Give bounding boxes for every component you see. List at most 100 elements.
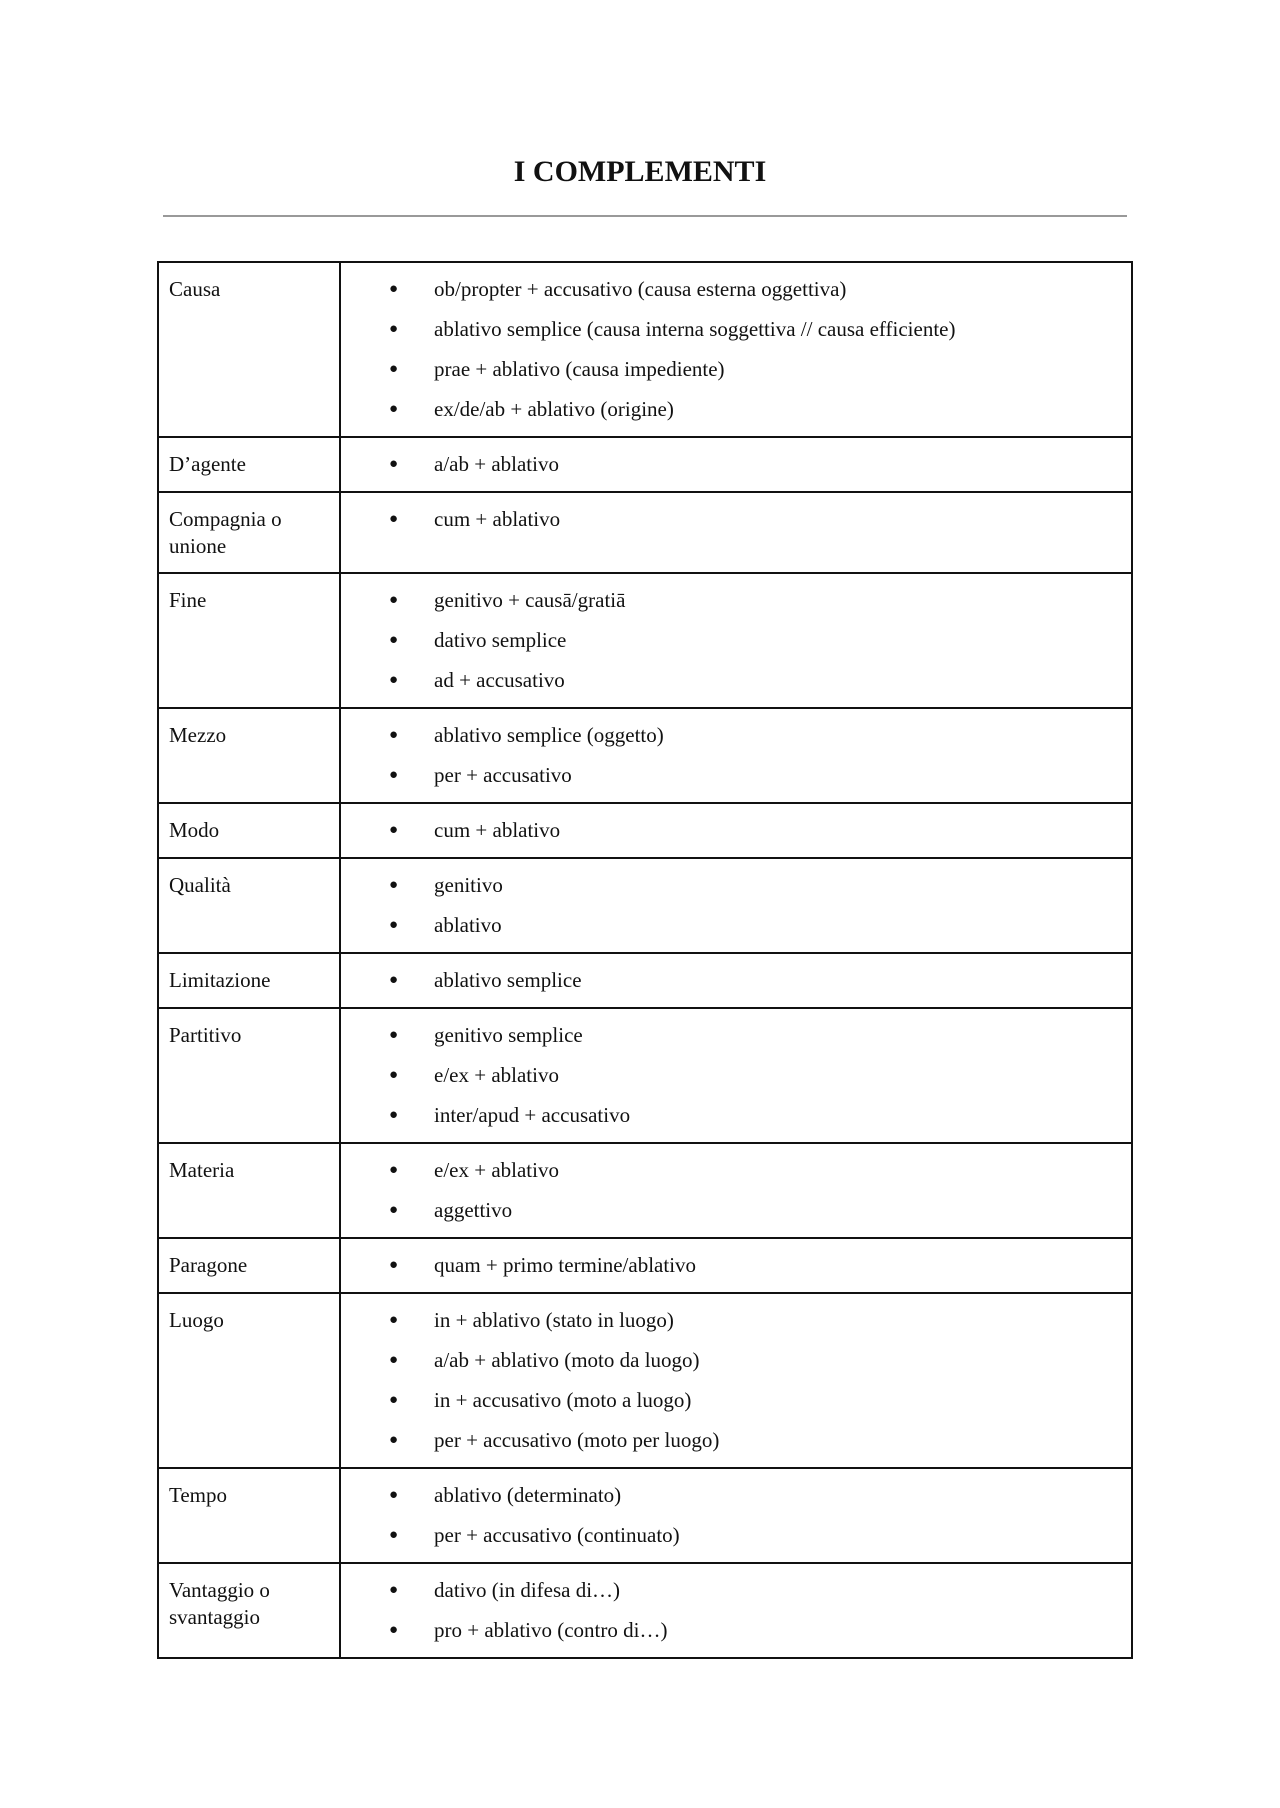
item-text: dativo (in difesa di…) bbox=[434, 1578, 621, 1602]
item-text: inter/apud + accusativo bbox=[434, 1103, 631, 1127]
list-item: ● dativo semplice bbox=[341, 620, 1121, 660]
bullet-list: ● quam + primo termine/ablativo bbox=[341, 1245, 1121, 1285]
bullet-icon: ● bbox=[389, 361, 399, 377]
row-items: ● genitivo + causā/gratiā ● dativo semplice… bbox=[339, 572, 1133, 709]
table-row: Limitazione ● ablativo semplice bbox=[157, 952, 1133, 1009]
list-item: ● a/ab + ablativo bbox=[341, 444, 1121, 484]
bullet-icon: ● bbox=[389, 321, 399, 337]
row-label: Vantaggio o svantaggio bbox=[157, 1562, 341, 1659]
bullet-icon: ● bbox=[389, 1487, 399, 1503]
row-label: Fine bbox=[157, 572, 341, 709]
list-item: ● ablativo (determinato) bbox=[341, 1475, 1121, 1515]
row-items: ● ablativo (determinato) ● per + accusativo… bbox=[339, 1467, 1133, 1564]
bullet-icon: ● bbox=[389, 1312, 399, 1328]
list-item: ● ad + accusativo bbox=[341, 660, 1121, 700]
list-item: ● prae + ablativo (causa impediente) bbox=[341, 349, 1121, 389]
list-item: ● ablativo semplice (oggetto) bbox=[341, 715, 1121, 755]
bullet-icon: ● bbox=[389, 456, 399, 472]
item-text: per + accusativo (moto per luogo) bbox=[434, 1428, 720, 1452]
bullet-icon: ● bbox=[389, 917, 399, 933]
bullet-icon: ● bbox=[389, 972, 399, 988]
bullet-list: ● in + ablativo (stato in luogo) ● a/ab + a… bbox=[341, 1300, 1121, 1460]
row-items: ● genitivo ● ablativo bbox=[339, 857, 1133, 954]
bullet-icon: ● bbox=[389, 1162, 399, 1178]
item-text: cum + ablativo bbox=[434, 818, 561, 842]
item-text: in + accusativo (moto a luogo) bbox=[434, 1388, 692, 1412]
list-item: ● a/ab + ablativo (moto da luogo) bbox=[341, 1340, 1121, 1380]
row-label: Luogo bbox=[157, 1292, 341, 1469]
list-item: ● dativo (in difesa di…) bbox=[341, 1570, 1121, 1610]
list-item: ● ex/de/ab + ablativo (origine) bbox=[341, 389, 1121, 429]
table-row: Compagnia o unione ● cum + ablativo bbox=[157, 491, 1133, 574]
row-label: Causa bbox=[157, 261, 341, 438]
list-item: ● genitivo + causā/gratiā bbox=[341, 580, 1121, 620]
item-text: dativo semplice bbox=[434, 628, 567, 652]
item-text: ex/de/ab + ablativo (origine) bbox=[434, 397, 674, 421]
bullet-icon: ● bbox=[389, 1027, 399, 1043]
item-text: genitivo bbox=[434, 873, 503, 897]
bullet-icon: ● bbox=[389, 1622, 399, 1638]
item-text: pro + ablativo (contro di…) bbox=[434, 1618, 668, 1642]
bullet-list: ● ob/propter + accusativo (causa esterna … bbox=[341, 269, 1121, 429]
row-label: D’agente bbox=[157, 436, 341, 493]
bullet-list: ● cum + ablativo bbox=[341, 810, 1121, 850]
list-item: ● in + accusativo (moto a luogo) bbox=[341, 1380, 1121, 1420]
row-label: Materia bbox=[157, 1142, 341, 1239]
item-text: in + ablativo (stato in luogo) bbox=[434, 1308, 674, 1332]
row-label: Compagnia o unione bbox=[157, 491, 341, 574]
bullet-icon: ● bbox=[389, 1107, 399, 1123]
bullet-list: ● genitivo ● ablativo bbox=[341, 865, 1121, 945]
row-label: Modo bbox=[157, 802, 341, 859]
bullet-icon: ● bbox=[389, 592, 399, 608]
title-divider bbox=[163, 215, 1127, 217]
bullet-list: ● e/ex + ablativo ● aggettivo bbox=[341, 1150, 1121, 1230]
item-text: e/ex + ablativo bbox=[434, 1063, 559, 1087]
bullet-icon: ● bbox=[389, 1582, 399, 1598]
bullet-list: ● ablativo (determinato) ● per + accusativo… bbox=[341, 1475, 1121, 1555]
list-item: ● pro + ablativo (contro di…) bbox=[341, 1610, 1121, 1650]
table-row: Vantaggio o svantaggio ● dativo (in difesa… bbox=[157, 1562, 1133, 1659]
bullet-list: ● ablativo semplice bbox=[341, 960, 1121, 1000]
item-text: prae + ablativo (causa impediente) bbox=[434, 357, 725, 381]
bullet-icon: ● bbox=[389, 727, 399, 743]
item-text: genitivo + causā/gratiā bbox=[434, 588, 626, 612]
bullet-icon: ● bbox=[389, 1527, 399, 1543]
list-item: ● per + accusativo (continuato) bbox=[341, 1515, 1121, 1555]
bullet-icon: ● bbox=[389, 511, 399, 527]
table-row: Materia ● e/ex + ablativo ● aggettivo bbox=[157, 1142, 1133, 1239]
row-label: Qualità bbox=[157, 857, 341, 954]
row-items: ● a/ab + ablativo bbox=[339, 436, 1133, 493]
bullet-list: ● cum + ablativo bbox=[341, 499, 1121, 539]
item-text: per + accusativo (continuato) bbox=[434, 1523, 680, 1547]
bullet-icon: ● bbox=[389, 1257, 399, 1273]
item-text: cum + ablativo bbox=[434, 507, 561, 531]
list-item: ● ablativo semplice (causa interna sogget… bbox=[341, 309, 1121, 349]
bullet-icon: ● bbox=[389, 1392, 399, 1408]
row-items: ● dativo (in difesa di…) ● pro + ablativo (… bbox=[339, 1562, 1133, 1659]
item-text: per + accusativo bbox=[434, 763, 572, 787]
bullet-icon: ● bbox=[389, 632, 399, 648]
row-items: ● ablativo semplice bbox=[339, 952, 1133, 1009]
row-label: Paragone bbox=[157, 1237, 341, 1294]
bullet-list: ● ablativo semplice (oggetto) ● per + accus… bbox=[341, 715, 1121, 795]
list-item: ● e/ex + ablativo bbox=[341, 1055, 1121, 1095]
row-items: ● cum + ablativo bbox=[339, 802, 1133, 859]
item-text: a/ab + ablativo bbox=[434, 452, 559, 476]
item-text: a/ab + ablativo (moto da luogo) bbox=[434, 1348, 700, 1372]
bullet-icon: ● bbox=[389, 1067, 399, 1083]
bullet-icon: ● bbox=[389, 672, 399, 688]
row-items: ● genitivo semplice ● e/ex + ablativo ● inter… bbox=[339, 1007, 1133, 1144]
list-item: ● in + ablativo (stato in luogo) bbox=[341, 1300, 1121, 1340]
row-items: ● quam + primo termine/ablativo bbox=[339, 1237, 1133, 1294]
item-text: ad + accusativo bbox=[434, 668, 565, 692]
table-row: Luogo ● in + ablativo (stato in luogo) ● a/a… bbox=[157, 1292, 1133, 1469]
item-text: quam + primo termine/ablativo bbox=[434, 1253, 697, 1277]
bullet-list: ● genitivo semplice ● e/ex + ablativo ● inter… bbox=[341, 1015, 1121, 1135]
list-item: ● genitivo bbox=[341, 865, 1121, 905]
table-row: Paragone ● quam + primo termine/ablativo bbox=[157, 1237, 1133, 1294]
list-item: ● per + accusativo bbox=[341, 755, 1121, 795]
row-label: Mezzo bbox=[157, 707, 341, 804]
item-text: e/ex + ablativo bbox=[434, 1158, 559, 1182]
item-text: ablativo semplice bbox=[434, 968, 582, 992]
table-row: Modo ● cum + ablativo bbox=[157, 802, 1133, 859]
